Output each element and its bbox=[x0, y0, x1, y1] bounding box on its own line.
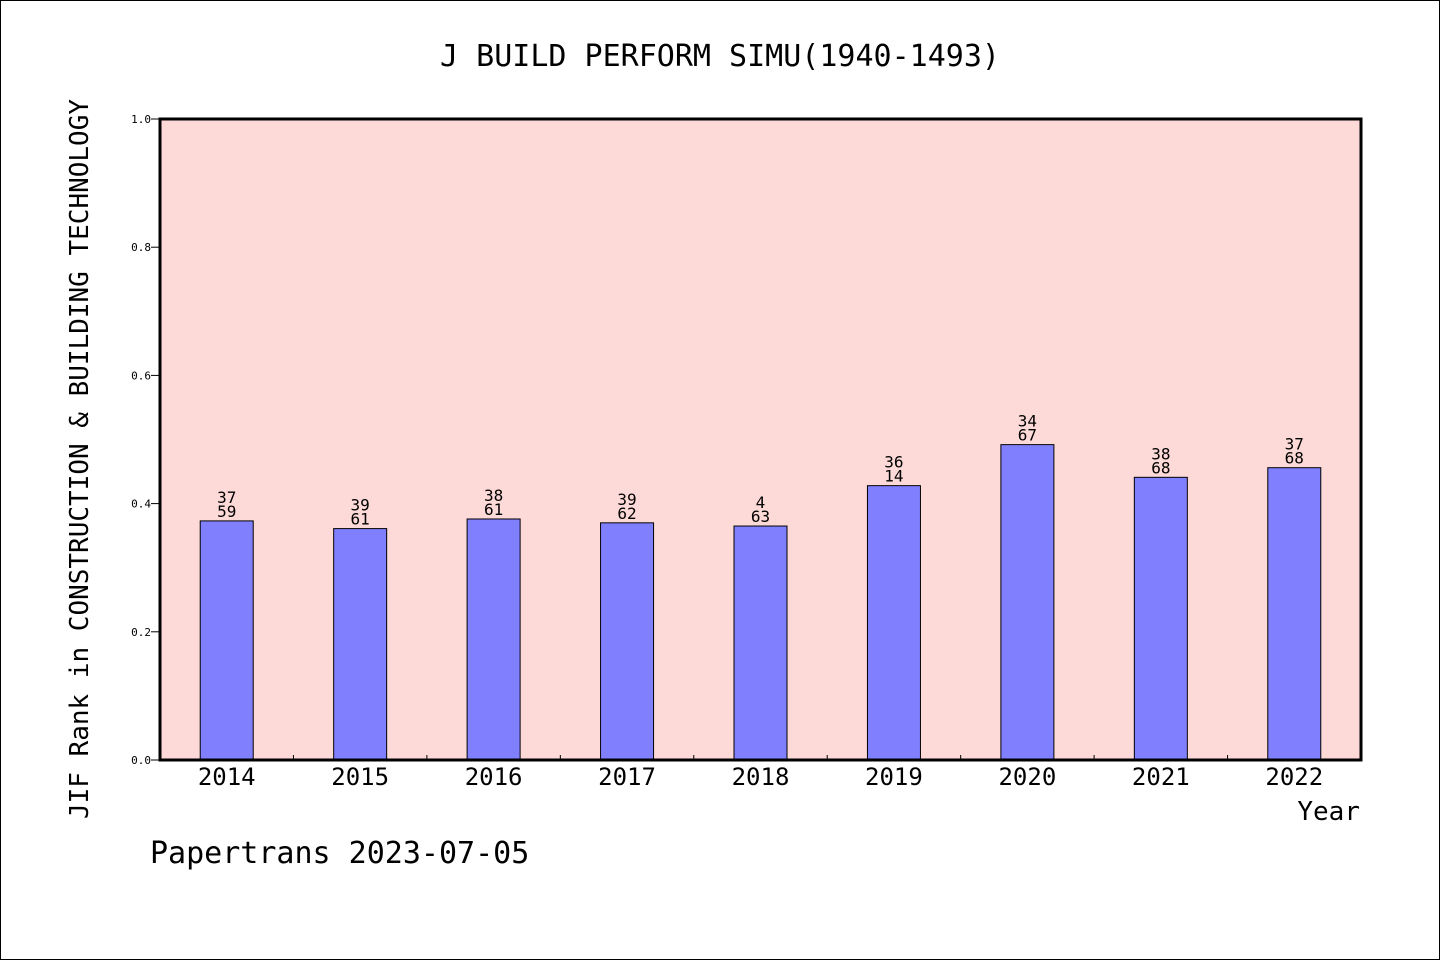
bar bbox=[600, 522, 655, 761]
bar-value-label: 62 bbox=[617, 504, 636, 523]
bar bbox=[466, 518, 521, 761]
y-tick-label: 0.2 bbox=[131, 626, 151, 639]
bar-value-label: 4 bbox=[756, 493, 766, 512]
bar-value-label: 14 bbox=[884, 467, 903, 486]
bar-value-label: 61 bbox=[351, 510, 370, 529]
x-tick-label: 2021 bbox=[1132, 763, 1190, 791]
bar-value-label: 68 bbox=[1151, 458, 1170, 477]
x-tick-label: 2022 bbox=[1265, 763, 1323, 791]
bar-value-label: 36 bbox=[884, 453, 903, 472]
bar-value-label: 38 bbox=[484, 486, 503, 505]
bar-value-label: 63 bbox=[751, 507, 770, 526]
bar bbox=[1000, 444, 1055, 761]
bar bbox=[1267, 467, 1322, 761]
bar-value-label: 68 bbox=[1285, 449, 1304, 468]
bar bbox=[733, 525, 788, 761]
y-tick-label: 0.0 bbox=[131, 754, 151, 767]
x-axis-label: Year bbox=[1297, 797, 1360, 827]
bar bbox=[199, 520, 254, 761]
bar-value-label: 39 bbox=[351, 496, 370, 515]
y-tick-label: 0.8 bbox=[131, 241, 151, 254]
bar-value-label: 39 bbox=[617, 490, 636, 509]
x-axis: 2014 2015 2016 2017 2018 2019 2020 2021 2022 bbox=[198, 755, 1323, 791]
y-tick-label: 0.6 bbox=[131, 369, 151, 382]
x-tick-label: 2019 bbox=[865, 763, 923, 791]
bar-value-label: 59 bbox=[217, 502, 236, 521]
plot-border bbox=[158, 117, 1363, 762]
x-tick-label: 2014 bbox=[198, 763, 256, 791]
bar bbox=[866, 485, 921, 761]
y-axis-label: JIF Rank in CONSTRUCTION & BUILDING TECH… bbox=[65, 99, 95, 819]
bar-value-label: 34 bbox=[1018, 412, 1037, 431]
bar-value-label: 61 bbox=[484, 500, 503, 519]
bar bbox=[1133, 476, 1188, 761]
y-tick-label: 0.4 bbox=[131, 498, 151, 511]
bar-value-label: 38 bbox=[1151, 444, 1170, 463]
footer-note: Papertrans 2023-07-05 bbox=[150, 836, 529, 871]
bar bbox=[333, 528, 388, 761]
x-tick-label: 2015 bbox=[331, 763, 389, 791]
bars-group bbox=[199, 444, 1322, 761]
x-tick-label: 2016 bbox=[465, 763, 523, 791]
bar-value-label: 37 bbox=[217, 488, 236, 507]
bar-value-label: 37 bbox=[1285, 435, 1304, 454]
x-tick-label: 2017 bbox=[598, 763, 656, 791]
y-axis: 0.0 0.2 0.4 0.6 0.8 1.0 bbox=[131, 113, 160, 767]
x-tick-label: 2020 bbox=[998, 763, 1056, 791]
chart-title: J BUILD PERFORM SIMU(1940-1493) bbox=[440, 39, 1000, 74]
y-tick-label: 1.0 bbox=[131, 113, 151, 126]
x-tick-label: 2018 bbox=[732, 763, 790, 791]
bar-value-label: 67 bbox=[1018, 426, 1037, 445]
